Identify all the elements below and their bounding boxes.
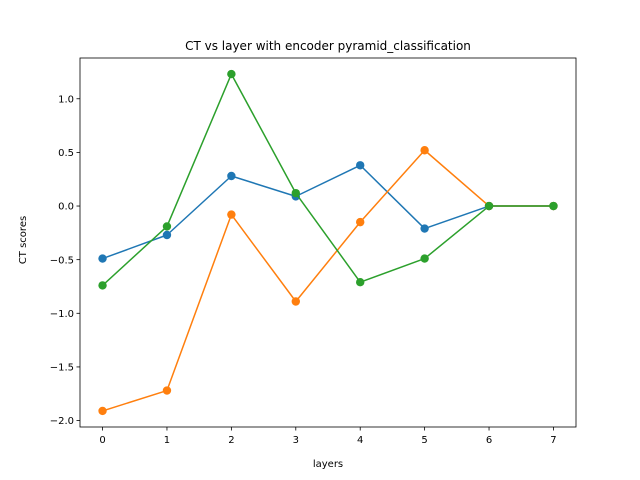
series-1-point: [420, 224, 429, 233]
series-3-point: [98, 281, 107, 290]
series-3-point: [162, 222, 172, 231]
x-axis-label: layers: [313, 459, 343, 470]
y-tick-label: 1.0: [58, 94, 74, 105]
y-tick-label: −2.0: [50, 416, 74, 427]
series-2-point: [291, 297, 300, 306]
series-1-point: [98, 254, 107, 263]
x-tick-label: 1: [164, 435, 170, 446]
series-2-line: [101, 149, 555, 412]
series-2-point: [162, 386, 172, 395]
series-1-point: [227, 171, 236, 181]
chart-title: CT vs layer with encoder pyramid_classif…: [185, 39, 471, 53]
y-tick-label: −1.0: [50, 309, 74, 320]
series-2-point: [356, 217, 365, 227]
series-3-point: [356, 277, 365, 287]
series-layer: [98, 69, 558, 416]
series-3-point: [484, 201, 494, 211]
x-tick-label: 3: [293, 435, 299, 446]
x-tick-label: 7: [550, 435, 556, 446]
y-tick-label: 0.5: [58, 148, 74, 159]
series-2-point: [98, 406, 107, 416]
series-3-point: [420, 254, 429, 263]
x-tick-label: 0: [99, 435, 105, 446]
series-3-point: [549, 201, 558, 211]
series-3-point: [291, 188, 300, 198]
series-2-point: [227, 210, 236, 219]
x-tick-label: 4: [357, 435, 363, 446]
y-tick-label: 0.0: [58, 202, 74, 213]
y-tick-label: −0.5: [50, 255, 74, 266]
x-axis: 0 1 2 3 4 5 6 7: [99, 427, 557, 446]
y-axis-label: CT scores: [18, 216, 29, 264]
series-3-point: [227, 69, 236, 79]
y-tick-label: −1.5: [50, 363, 74, 374]
series-1-point: [162, 230, 172, 240]
series-2-point: [420, 146, 429, 155]
x-tick-label: 5: [421, 435, 427, 446]
series-1-point: [356, 161, 365, 170]
series-3: [98, 69, 558, 290]
plot-frame: [79, 57, 577, 428]
x-tick-label: 2: [228, 435, 234, 446]
series-3-line: [101, 73, 555, 287]
x-tick-label: 6: [486, 435, 492, 446]
plot-area: [79, 57, 577, 428]
y-axis: −2.0 −1.5 −1.0 −0.5 0.0 0.5 1.0: [50, 94, 80, 427]
series-1-line: [101, 164, 555, 260]
